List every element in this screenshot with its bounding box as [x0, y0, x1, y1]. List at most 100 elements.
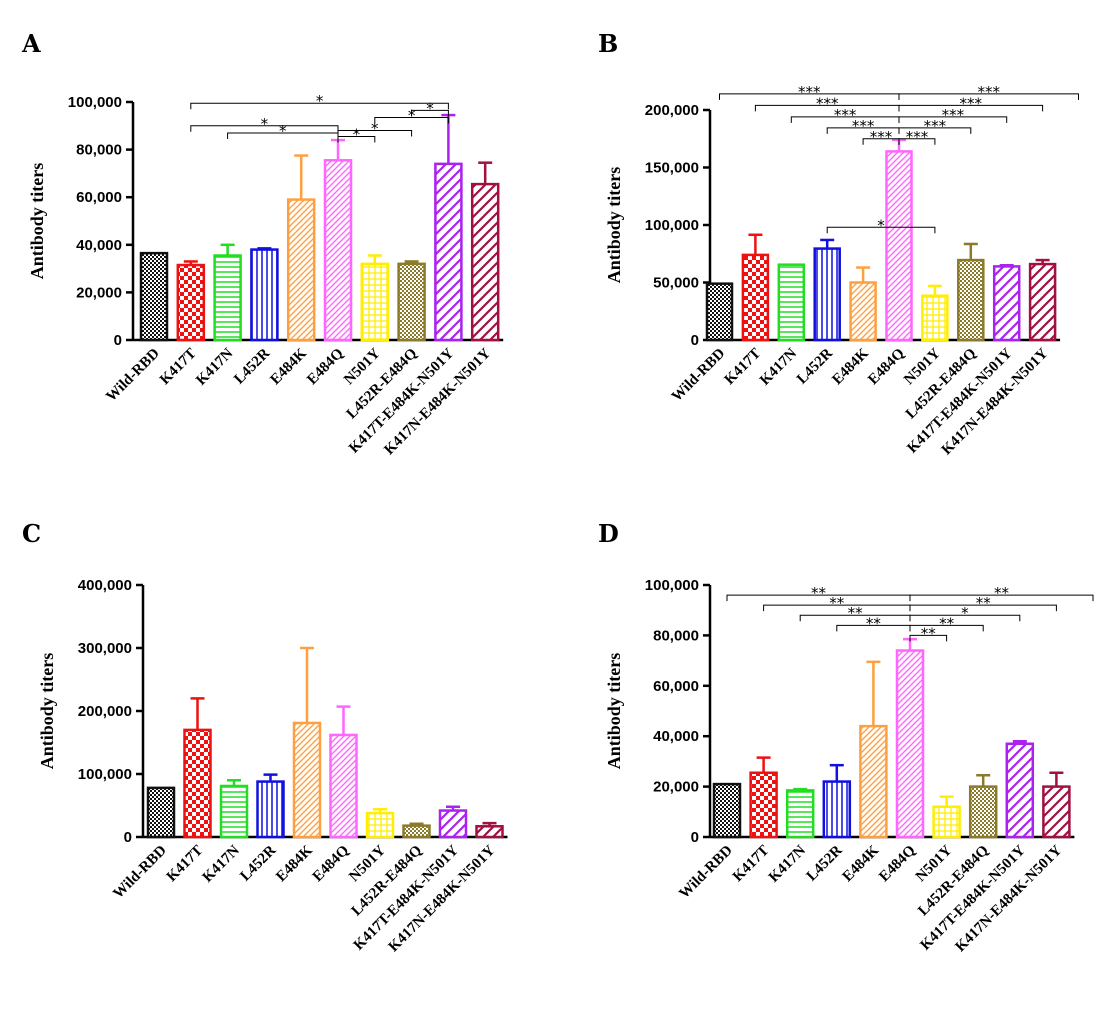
significance-bracket	[909, 604, 1057, 612]
bar-e484q	[329, 733, 358, 839]
y-tick-label: 80,000	[76, 142, 122, 159]
x-tick-label-l452r: L452R	[231, 345, 273, 387]
significance-bracket	[909, 614, 1021, 622]
x-tick-label-e484k: E484K	[273, 842, 316, 885]
significance-label: ***	[942, 106, 965, 124]
y-tick-label: 20,000	[76, 284, 122, 301]
bar-wild-rbd	[139, 251, 169, 342]
significance-bracket	[826, 226, 936, 234]
y-axis-label: Antibody titers	[604, 653, 624, 770]
panel-letter-d: D	[598, 519, 619, 548]
x-tick-label-k417t: K417T	[157, 346, 200, 389]
significance-label: **	[976, 594, 992, 612]
x-tick-label-e484k: E484K	[829, 345, 872, 388]
y-tick-label: 0	[691, 332, 699, 349]
bar-n501y	[360, 262, 390, 342]
bar-l452r	[250, 248, 279, 342]
significance-bracket	[909, 594, 1094, 602]
y-tick-label: 100,000	[68, 94, 122, 111]
bar-l452r	[813, 247, 841, 342]
bar-n501y	[365, 811, 395, 839]
y-tick-label: 0	[124, 829, 132, 846]
significance-bracket	[898, 138, 936, 145]
y-tick-label: 60,000	[76, 189, 122, 206]
bar-l452r-e484q	[957, 258, 985, 342]
bar-k417n-e484k-n501y	[1028, 262, 1057, 342]
bar-wild-rbd	[146, 786, 176, 839]
significance-label: ***	[816, 94, 839, 112]
y-tick-label: 150,000	[645, 160, 699, 177]
y-tick-label: 200,000	[645, 102, 699, 119]
panel-letter-c: C	[22, 519, 41, 548]
significance-label: *	[877, 216, 885, 234]
x-tick-label-e484q: E484Q	[876, 842, 919, 885]
x-tick-label-k417n: K417N	[757, 345, 800, 388]
x-tick-label-wild-rbd: Wild-RBD	[103, 345, 163, 405]
x-tick-label-k417n: K417N	[200, 842, 243, 885]
bar-e484k	[859, 724, 888, 839]
y-tick-label: 0	[691, 829, 699, 846]
significance-label: ***	[798, 83, 821, 101]
bar-e484q	[323, 159, 353, 342]
y-tick-label: 0	[114, 332, 122, 349]
bar-e484k	[849, 281, 877, 342]
significance-bracket	[898, 116, 1008, 123]
bar-k417t-e484k-n501y	[438, 809, 468, 839]
panel-letter-a: A	[21, 29, 41, 58]
significance-label: *	[279, 122, 287, 140]
significance-bracket	[909, 624, 984, 632]
x-tick-label-e484q: E484Q	[865, 345, 908, 388]
x-tick-label-l452r: L452R	[794, 345, 836, 387]
panel-d: D 0 20,000 40,000 60,000 80,000 100,000 Antibo…	[598, 519, 1094, 955]
x-tick-label-wild-rbd: Wild-RBD	[110, 842, 170, 902]
bar-k417t-e484k-n501y	[1005, 742, 1035, 839]
bar-k417n	[213, 254, 242, 342]
significance-label: **	[829, 594, 845, 612]
x-tick-label-l452r: L452R	[804, 842, 846, 884]
significance-bracket	[337, 136, 376, 143]
y-tick-label: 80,000	[653, 627, 699, 644]
bar-l452r-e484q	[968, 785, 998, 839]
y-axis-label: Antibody titers	[604, 167, 624, 284]
y-tick-label: 100,000	[78, 766, 132, 783]
significance-label: ***	[906, 128, 929, 146]
x-tick-label-l452r: L452R	[237, 842, 279, 884]
x-tick-label-e484q: E484Q	[304, 345, 347, 388]
y-axis-label: Antibody titers	[37, 653, 57, 770]
significance-label: ***	[834, 106, 857, 124]
bar-e484q	[895, 649, 925, 839]
y-tick-label: 40,000	[76, 237, 122, 254]
bar-e484k	[292, 721, 322, 839]
bar-k417n	[785, 789, 815, 839]
x-tick-label-k417n: K417N	[766, 842, 809, 885]
significance-label: **	[994, 584, 1010, 602]
y-tick-label: 60,000	[653, 678, 699, 695]
significance-label: ***	[870, 128, 893, 146]
significance-label: ***	[852, 117, 875, 135]
bar-k417n	[777, 263, 806, 342]
significance-label: *	[371, 120, 379, 138]
bar-e484k	[286, 198, 316, 342]
y-tick-label: 200,000	[78, 703, 132, 720]
bar-k417n-e484k-n501y	[1042, 785, 1071, 839]
x-tick-label-k417t: K417T	[722, 346, 765, 389]
x-tick-label-k417t: K417T	[164, 843, 207, 886]
bar-k417t	[183, 728, 212, 839]
significance-label: *	[261, 115, 269, 133]
significance-bracket	[898, 127, 972, 134]
significance-bracket	[337, 130, 413, 137]
significance-label: *	[316, 92, 324, 110]
significance-label: **	[939, 614, 955, 632]
bar-l452r	[822, 780, 852, 839]
significance-bracket	[411, 109, 449, 117]
bar-k417t	[741, 253, 770, 342]
bar-l452r	[256, 780, 285, 839]
y-tick-label: 100,000	[645, 577, 699, 594]
x-tick-label-wild-rbd: Wild-RBD	[676, 842, 736, 902]
significance-bracket	[909, 634, 948, 642]
x-tick-label-k417n: K417N	[193, 345, 236, 388]
bar-k417t	[749, 771, 778, 839]
x-tick-label-e484k: E484K	[267, 345, 310, 388]
panel-c: C 0 100,000 200,000 300,000 400,000 Antibody …	[22, 519, 508, 955]
significance-bracket	[190, 102, 449, 110]
